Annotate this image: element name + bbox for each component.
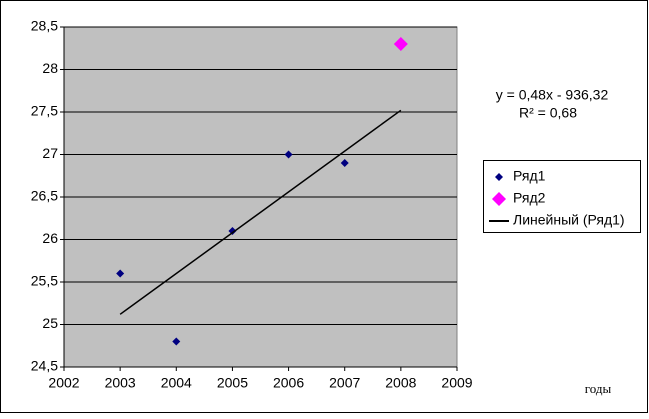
trend-equation: y = 0,48x - 936,32 [496, 87, 609, 103]
x-tick-label: 2003 [105, 375, 136, 391]
point [393, 37, 408, 51]
point [172, 337, 181, 346]
legend-box [483, 160, 641, 233]
point [340, 159, 349, 167]
y-tick-label: 24,5 [31, 358, 58, 374]
x-tick-label: 2005 [217, 375, 248, 391]
y-tick-label: 25 [42, 315, 58, 331]
y-tick-label: 26 [42, 230, 58, 246]
x-axis-label: годы [585, 381, 612, 396]
y-tick-label: 28,5 [31, 18, 58, 34]
x-tick-label: 2006 [273, 375, 304, 391]
legend-label: Линейный (Ряд1) [513, 212, 625, 228]
point [228, 227, 237, 235]
legend-label: Ряд1 [513, 168, 546, 184]
legend-marker [495, 173, 503, 181]
y-tick-label: 27,5 [31, 103, 58, 119]
y-tick-label: 27 [42, 145, 58, 161]
x-tick-label: 2007 [329, 375, 360, 391]
trend-line [119, 109, 402, 315]
x-tick-label: 2004 [161, 375, 192, 391]
y-tick-label: 28 [42, 60, 58, 76]
legend-marker [492, 192, 506, 206]
point [284, 150, 293, 159]
x-tick-label: 2008 [385, 375, 416, 391]
y-tick-label: 25,5 [31, 273, 58, 289]
y-tick-label: 26,5 [31, 188, 58, 204]
legend-label: Ряд2 [513, 190, 546, 206]
x-tick-label: 2002 [48, 375, 79, 391]
point [116, 269, 125, 278]
x-tick-label: 2009 [441, 375, 472, 391]
trend-r2: R² = 0,68 [519, 105, 577, 121]
